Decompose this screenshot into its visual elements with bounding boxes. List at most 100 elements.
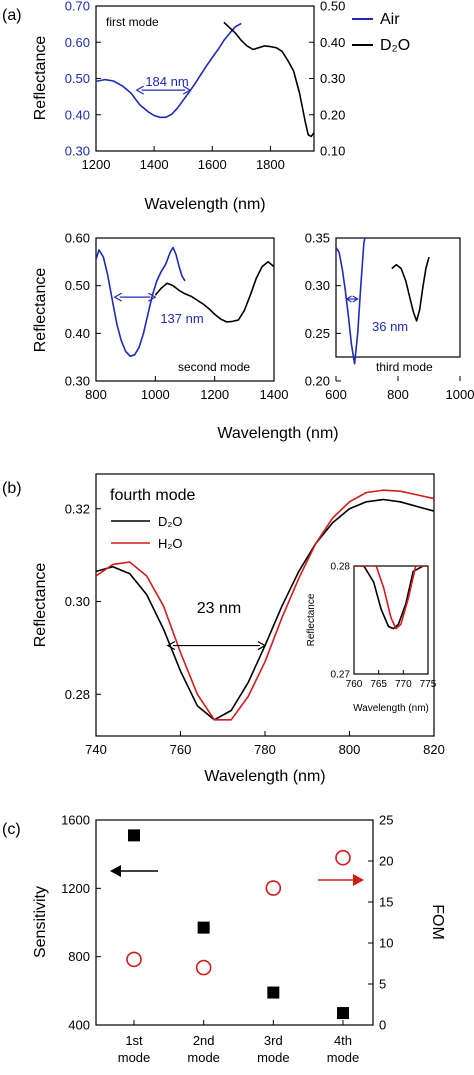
- ylabel-c-left: Sensitivity: [32, 886, 49, 958]
- a3-xtick-label: 1000: [446, 387, 474, 402]
- c-ytick-label: 400: [68, 1018, 90, 1033]
- a3-ytick-label: 0.30: [305, 278, 330, 293]
- c-category-label: mode: [187, 1050, 220, 1065]
- width-23nm-arrowhead-right: [257, 641, 267, 651]
- annotation-third-mode: third mode: [376, 360, 433, 374]
- b-xtick-label: 800: [339, 742, 361, 757]
- legend-label-d2o-b: D₂O: [158, 514, 183, 529]
- c-ytick-right-label: 0: [379, 1018, 386, 1033]
- width-137nm-arrowhead-right: [148, 292, 157, 302]
- width-36nm-label: 36 nm: [372, 319, 408, 334]
- b-xtick-label: 780: [254, 742, 276, 757]
- c-ytick-right-label: 25: [379, 813, 393, 828]
- width-36nm-arrowhead-left: [345, 295, 352, 303]
- c-category-label: 2nd: [193, 1033, 215, 1048]
- plot-frame-c: [95, 819, 374, 1026]
- marks-a2: 800 1000 1200 1400 0.30 0.40 0.50 0.60 137 nm: [65, 231, 289, 403]
- a1-ytick-right-label: 0.50: [320, 0, 345, 14]
- sensitivity-point: [128, 829, 140, 842]
- fom-point: [195, 959, 212, 976]
- xlabel-a1: Wavelength (nm): [144, 196, 265, 213]
- inset-xtick-label: 765: [370, 679, 387, 690]
- c-ytick-right-label: 15: [379, 895, 393, 910]
- a1-xtick-label: 1600: [198, 157, 227, 172]
- width-36nm-arrowhead-right: [352, 295, 359, 303]
- a1-ytick-label: 0.60: [65, 35, 90, 50]
- inset-ytick-label: 0.27: [331, 670, 351, 681]
- series-d2o-a1: [223, 21, 314, 138]
- inset-xtick-label: 770: [395, 679, 412, 690]
- c-ytick-right-label: 5: [379, 977, 386, 992]
- a2-xtick-label: 1400: [260, 387, 289, 402]
- c-category-label: mode: [257, 1050, 290, 1065]
- a1-xtick-label: 1200: [82, 157, 111, 172]
- plot-frame-a3: [335, 237, 461, 358]
- series-d2o-a3: [391, 256, 430, 322]
- b-ytick-label: 0.30: [65, 594, 90, 609]
- ylabel-c-right: FOM: [429, 904, 446, 940]
- a1-ytick-label: 0.50: [65, 71, 90, 86]
- a1-ytick-right-label: 0.20: [320, 107, 345, 122]
- c-category-label: 3rd: [264, 1033, 283, 1048]
- panel-a-second-mode: second mode Reflectance 800 1000 1200 1400 0…: [32, 231, 288, 403]
- fom-point: [265, 880, 282, 896]
- inset-xtick-label: 760: [346, 679, 363, 690]
- a2-ytick-label: 0.30: [65, 374, 90, 389]
- c-ytick-right-label: 20: [379, 854, 393, 869]
- annotation-second-mode: second mode: [178, 360, 250, 374]
- series-air-a1: [96, 22, 242, 119]
- inset-marks: 760 765 770 775 0.27 0.28: [331, 562, 437, 691]
- panel-c-sensitivity-fom: (c) Sensitivity FOM 1st mode 2nd mode 3rd mod…: [2, 813, 446, 1066]
- a2-ytick-label: 0.60: [65, 231, 90, 246]
- panel-a-third-mode: third mode Wavelength (nm) 600 800 1000 0.2…: [217, 231, 474, 443]
- inset-xtick-label: 775: [420, 679, 437, 690]
- a3-ytick-label: 0.20: [305, 374, 330, 389]
- b-xtick-label: 760: [170, 742, 192, 757]
- series-air-a3: [336, 238, 366, 365]
- a3-xtick-label: 600: [325, 387, 347, 402]
- legend-label-h2o-b: H₂O: [158, 536, 183, 551]
- c-category-label: mode: [118, 1050, 151, 1065]
- legend-b: D₂O H₂O: [111, 514, 183, 551]
- marks-a3: 600 800 1000 0.20 0.25 0.30 0.35 36 nm: [305, 231, 474, 403]
- width-184nm-label: 184 nm: [145, 74, 188, 89]
- a2-xtick-label: 1000: [141, 387, 170, 402]
- b-xtick-label: 740: [85, 742, 107, 757]
- inset-series-h2o: [354, 566, 428, 630]
- legend-label-d2o: D₂O: [380, 37, 410, 54]
- inset-b: Reflectance Wavelength (nm) 760 765 770 775…: [306, 562, 437, 715]
- ylabel-b: Reflectance: [32, 563, 49, 648]
- a1-ytick-label: 0.70: [65, 0, 90, 14]
- a3-ytick-label: 0.35: [305, 231, 330, 246]
- a1-ytick-label: 0.30: [65, 144, 90, 159]
- inset-series-d2o: [354, 566, 428, 630]
- marks-c: 1st mode 2nd mode 3rd mode 4th mode 400 800 1200 16…: [61, 813, 393, 1066]
- annotation-first-mode: first mode: [106, 15, 159, 29]
- b-ytick-label: 0.28: [65, 687, 90, 702]
- xlabel-a-bottom: Wavelength (nm): [217, 425, 338, 442]
- c-ytick-right-label: 10: [379, 936, 393, 951]
- a2-ytick-label: 0.40: [65, 326, 90, 341]
- inset-ylabel: Reflectance: [306, 593, 317, 646]
- width-137nm-arrowhead-left: [113, 292, 122, 302]
- arrow-fom-axis: [318, 874, 364, 886]
- width-184nm-arrowhead-left: [135, 85, 144, 95]
- inset-frame: [353, 565, 429, 675]
- a2-ytick-label: 0.50: [65, 278, 90, 293]
- sensitivity-point: [337, 1007, 349, 1020]
- width-23nm-arrowhead-left: [166, 641, 176, 651]
- arrow-sensitivity-axis: [110, 865, 158, 877]
- a1-xtick-label: 1400: [140, 157, 169, 172]
- panel-label-c: (c): [2, 821, 21, 838]
- sensitivity-point: [197, 921, 210, 934]
- width-184nm-arrowhead-right: [182, 85, 192, 95]
- ylabel-a2: Reflectance: [32, 268, 49, 353]
- b-xtick-label: 820: [423, 742, 445, 757]
- plot-frame-b: [95, 473, 435, 737]
- a1-ytick-label: 0.40: [65, 107, 90, 122]
- c-category-label: mode: [327, 1050, 360, 1065]
- fom-point: [126, 951, 142, 968]
- width-23nm-label: 23 nm: [197, 600, 241, 617]
- annotation-fourth-mode: fourth mode: [110, 487, 195, 504]
- sensitivity-point: [267, 986, 280, 999]
